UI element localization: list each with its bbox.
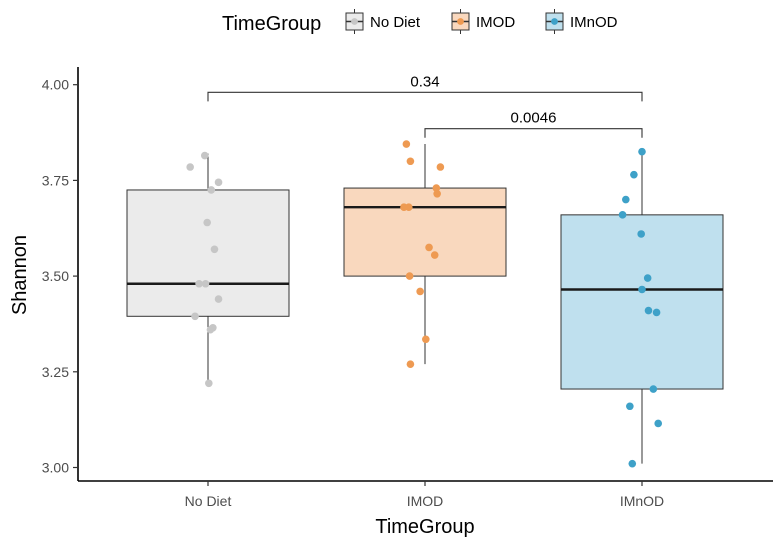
data-point [209, 323, 217, 332]
data-point [649, 385, 658, 393]
data-point [195, 279, 203, 288]
data-point [638, 285, 646, 294]
bracket-line [207, 91, 643, 102]
data-point [643, 274, 652, 282]
legend-label: IMnOD [570, 14, 618, 31]
legend-key-imnod: IMnOD [545, 9, 618, 34]
box [343, 187, 507, 277]
legend-point [457, 18, 464, 25]
p-value-label: 0.34 [410, 73, 439, 90]
legend-key-no-diet: No Diet [345, 9, 421, 34]
y-tick-label: 3.75 [42, 172, 69, 188]
significance-bracket: 0.34 [207, 73, 643, 102]
x-axis-title: TimeGroup [375, 516, 474, 538]
x-tick-label: IMnOD [620, 493, 664, 509]
data-point [652, 308, 661, 317]
bracket-line [424, 128, 643, 138]
data-point [654, 419, 662, 428]
data-point [416, 287, 424, 296]
data-point [186, 163, 194, 171]
data-point [402, 140, 411, 148]
data-point [430, 251, 439, 259]
data-point [405, 203, 413, 211]
legend-label: IMOD [476, 14, 515, 31]
box [126, 189, 290, 317]
data-point [637, 230, 645, 238]
box-group-no-diet [126, 151, 290, 388]
plot-area: 0.34 0.0046 [126, 73, 724, 468]
data-point [406, 157, 415, 166]
y-tick-label: 3.25 [42, 364, 69, 380]
legend-point [551, 18, 558, 25]
data-point [200, 151, 209, 160]
y-tick-label: 4.00 [42, 77, 69, 93]
data-point [638, 147, 646, 156]
box-group-imnod [560, 147, 724, 468]
y-tick-label: 3.00 [42, 460, 69, 476]
box-group-imod [343, 140, 507, 368]
x-tick-label: No Diet [185, 493, 232, 509]
data-point [436, 163, 445, 171]
data-point [214, 295, 223, 303]
significance-bracket: 0.0046 [424, 110, 643, 138]
data-point [214, 178, 223, 187]
y-tick-label: 3.50 [42, 268, 69, 284]
box [560, 214, 724, 390]
data-point [425, 243, 433, 252]
x-tick-label: IMOD [407, 493, 444, 509]
legend-point [351, 18, 358, 25]
data-point [205, 379, 213, 388]
data-point [201, 279, 210, 288]
legend-label: No Diet [370, 14, 421, 31]
data-point [622, 195, 630, 204]
p-value-label: 0.0046 [511, 110, 557, 127]
data-point [618, 211, 627, 219]
data-point [207, 186, 216, 194]
data-point [630, 170, 638, 179]
legend-key-imod: IMOD [451, 9, 515, 34]
data-point [210, 245, 219, 254]
data-point [406, 360, 415, 368]
y-axis-title: Shannon [9, 235, 31, 315]
data-point [644, 306, 653, 315]
data-point [432, 184, 441, 192]
data-point [433, 189, 441, 198]
data-point [191, 312, 199, 321]
data-point [626, 402, 634, 411]
data-point [422, 335, 430, 344]
legend-title: TimeGroup [222, 13, 321, 35]
data-point [203, 218, 211, 227]
data-point [628, 459, 637, 468]
legend: TimeGroup No Diet IMOD IMnOD [222, 9, 618, 35]
data-point [405, 272, 414, 280]
